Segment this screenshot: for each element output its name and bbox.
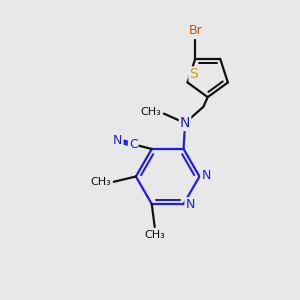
Text: N: N bbox=[201, 169, 211, 182]
Text: N: N bbox=[185, 198, 195, 211]
Text: N: N bbox=[180, 116, 190, 130]
Text: CH₃: CH₃ bbox=[144, 230, 165, 240]
Text: N: N bbox=[113, 134, 123, 147]
Text: CH₃: CH₃ bbox=[91, 177, 111, 187]
Text: S: S bbox=[189, 67, 198, 81]
Text: C: C bbox=[129, 138, 138, 151]
Text: Br: Br bbox=[188, 24, 202, 37]
Text: CH₃: CH₃ bbox=[141, 107, 161, 117]
